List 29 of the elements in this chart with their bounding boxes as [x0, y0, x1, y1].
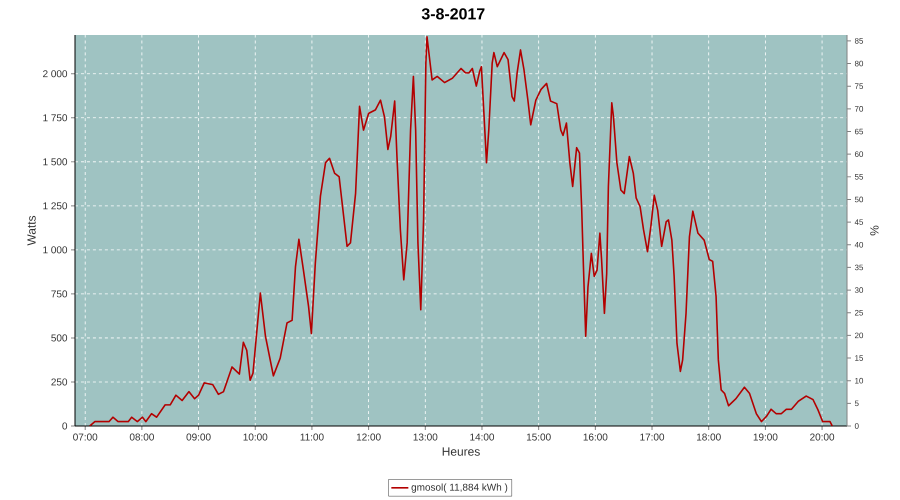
y-tick-label: 1 000: [43, 246, 68, 254]
y-tick-label: 500: [51, 334, 68, 342]
x-tick-label: 15:00: [526, 434, 551, 441]
x-tick-label: 09:00: [186, 434, 211, 441]
legend-label: gmosol( 11,884 kWh ): [412, 483, 508, 493]
x-tick-label: 17:00: [640, 434, 664, 441]
x-tick-label: 20:00: [810, 434, 834, 441]
x-tick-label: 10:00: [244, 434, 268, 441]
x-tick-label: 13:00: [414, 434, 438, 441]
y-tick-label: 0: [62, 422, 68, 430]
line-series: [88, 36, 834, 426]
y-tick-label: 750: [51, 290, 68, 298]
x-axis-title: Heures: [442, 447, 480, 456]
y2-axis-title: %: [870, 226, 879, 236]
x-tick-label: 12:00: [356, 434, 381, 441]
y-tick-label: 2 000: [43, 70, 68, 78]
x-tick-label: 19:00: [754, 434, 778, 441]
x-tick-label: 14:00: [470, 434, 494, 441]
y-tick-label: 250: [51, 378, 68, 386]
chart-title: 3-8-2017: [422, 8, 484, 20]
y-tick-label: 1 750: [43, 114, 68, 122]
x-tick-label: 07:00: [73, 434, 98, 441]
x-tick-label: 08:00: [130, 434, 154, 441]
x-tick-label: 11:00: [300, 434, 324, 441]
y-axis-title: Watts: [27, 216, 36, 246]
y-tick-label: 1 500: [43, 158, 68, 166]
x-tick-label: 16:00: [584, 434, 608, 441]
y-tick-label: 1 250: [43, 202, 68, 210]
x-tick-label: 18:00: [697, 434, 721, 441]
